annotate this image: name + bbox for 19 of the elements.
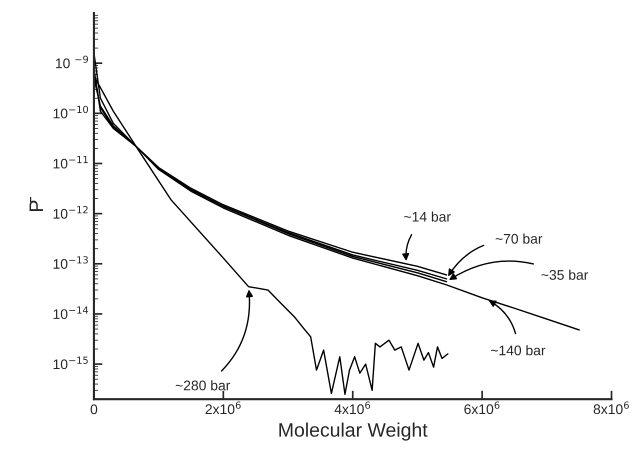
x-tick-label: 8x10$^{6}$ — [594, 401, 629, 414]
annotation: ~280 bar — [176, 380, 230, 390]
x-tick-label: 0 — [90, 404, 98, 414]
x-axis-title: Molecular Weight — [279, 422, 428, 441]
y-tick-label: 10$^{−13}$ — [54, 256, 88, 269]
y-tick-label: 10$^{−10}$ — [54, 106, 88, 118]
x-tick-label: 2x10$^{6}$ — [206, 401, 241, 414]
annotation: ~35 bar — [541, 270, 588, 280]
y-axis-title: P̄ — [30, 197, 43, 211]
y-tick-label: 10$^{−15}$ — [54, 356, 88, 370]
annotation: ~14 bar — [404, 211, 451, 222]
y-tick-label: 10$^{−14}$ — [54, 306, 88, 320]
x-tick-label: 6x10$^{6}$ — [464, 401, 500, 414]
annotation: ~70 bar — [496, 234, 542, 244]
y-tick-label: 10 $^{−9}$ — [56, 56, 88, 68]
annotation: ~140 bar — [490, 345, 546, 356]
y-tick-label: 10$^{−11}$ — [54, 156, 88, 169]
y-tick-label: 10$^{−12}$ — [54, 206, 88, 219]
x-tick-label: 4x10$^{6}$ — [334, 401, 370, 414]
